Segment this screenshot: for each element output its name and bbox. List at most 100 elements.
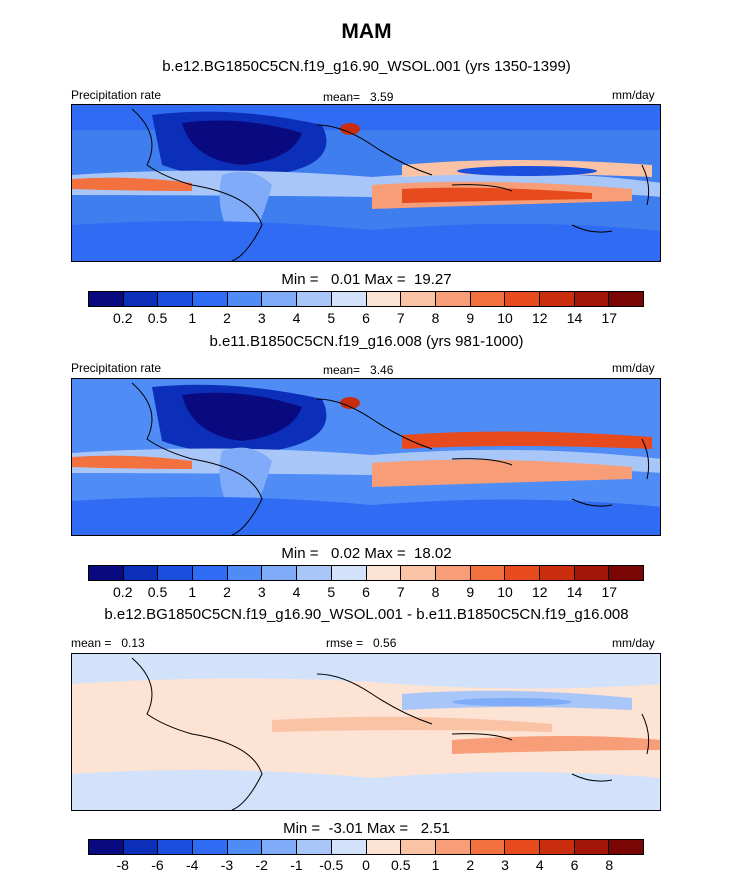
panel-2-min-value: 0.02 [331,545,361,562]
panel-1-mean-value: 3.59 [370,90,394,104]
panel-2-mean-label: mean= 3.46 [323,363,394,377]
panel-3-colorbar-labels: -8 -6 -4 -3 -2 -1 -0.5 0 0.5 1 2 3 4 6 8 [88,857,644,873]
panel-1-colorbar-label: 3 [257,310,266,326]
panel-3-colorbar-label: -6 [151,857,164,873]
panel-1-colorbar-swatch [89,292,124,306]
panel-3-colorbar-label: -1 [290,857,303,873]
panel-2-colorbar-label: 1 [188,584,197,600]
panel-3-colorbar-label: 4 [535,857,544,873]
panel-1-map [71,104,661,262]
panel-1-title: b.e12.BG1850C5CN.f19_g16.90_WSOL.001 (yr… [162,58,571,75]
panel-3-colorbar-swatch [401,840,436,854]
panel-1-colorbar-swatch [539,292,575,306]
panel-3-colorbar-label: -4 [186,857,199,873]
panel-3-map [71,653,661,811]
panel-3-colorbar-swatch [262,840,298,854]
panel-2-colorbar-swatch [505,566,540,580]
panel-1-colorbar-label: 9 [466,310,475,326]
panel-1-colorbar-swatch [470,292,506,306]
panel-2-colorbar-label: 10 [497,584,513,600]
panel-2-colorbar-swatch [297,566,332,580]
panel-2-colorbar-label: 6 [362,584,370,600]
panel-2-colorbar-swatch [227,566,263,580]
panel-2-colorbar-labels: 0.2 0.5 1 2 3 4 5 6 7 8 9 10 12 14 17 [88,584,644,600]
panel-1-colorbar-label: 2 [223,310,231,326]
panel-3-colorbar-swatch [609,840,643,854]
panel-3-colorbar-label: 0 [362,857,370,873]
panel-2-colorbar-swatch [401,566,436,580]
panel-1-colorbar-label: 8 [431,310,440,326]
panel-3-colorbar-swatch [158,840,194,854]
panel-1-max-value: 19.27 [414,271,452,288]
panel-1-colorbar-swatch [193,292,228,306]
panel-1-colorbar-label: 17 [601,310,618,326]
panel-3-minmax: Min = -3.01 Max = 2.51 [283,820,450,837]
panel-1-minmax: Min = 0.01 Max = 19.27 [281,271,452,288]
panel-1-colorbar-label: 5 [327,310,336,326]
panel-3-colorbar-label: 0.5 [391,857,411,873]
panel-2-colorbar-label: 4 [292,584,301,600]
panel-3-colorbar-swatch [89,840,124,854]
panel-2-colorbar-label: 17 [601,584,618,600]
panel-3-colorbar-swatch [505,840,540,854]
panel-3-colorbar [88,839,644,855]
panel-3-colorbar-swatch [227,840,263,854]
panel-2-colorbar-label: 12 [531,584,548,600]
panel-2-colorbar-label: 0.5 [147,584,168,600]
panel-1-colorbar-labels: 0.2 0.5 1 2 3 4 5 6 7 8 9 10 12 14 17 [88,310,644,326]
panel-3-colorbar-label: 1 [431,857,440,873]
panel-2-colorbar-swatch [609,566,643,580]
panel-3-colorbar-label: 8 [605,857,614,873]
panel-1-colorbar-label: 12 [531,310,548,326]
panel-2-colorbar-label: 0.2 [113,584,133,600]
panel-3-colorbar-swatch [470,840,506,854]
panel-3-colorbar-label: -8 [116,857,129,873]
panel-3-map-field [72,654,660,810]
panel-1-colorbar-label: 1 [188,310,197,326]
panel-2-colorbar-swatch [262,566,298,580]
panel-1-colorbar-label: 7 [396,310,405,326]
panel-2-map-field [72,379,660,535]
panel-3-mean-label: mean = 0.13 [71,636,145,650]
panel-2-colorbar-swatch [470,566,506,580]
panel-3-rmse-label: rmse = 0.56 [326,636,397,650]
panel-1-colorbar-swatch [401,292,436,306]
panel-1-left-label: Precipitation rate [71,88,162,102]
panel-3-colorbar-swatch [366,840,402,854]
panel-1-colorbar-label: 4 [292,310,301,326]
panel-3-colorbar-swatch [435,840,471,854]
panel-1-colorbar-swatch [366,292,402,306]
panel-2-colorbar-swatch [193,566,228,580]
panel-2-colorbar-swatch [158,566,194,580]
panel-2-colorbar-label: 7 [396,584,405,600]
panel-2-colorbar-label: 14 [566,584,583,600]
panel-1-map-field [72,105,660,261]
panel-3-colorbar-swatch [331,840,367,854]
panel-1-colorbar-swatch [123,292,159,306]
panel-2-colorbar-swatch [331,566,367,580]
panel-3-title: b.e12.BG1850C5CN.f19_g16.90_WSOL.001 - b… [104,606,629,623]
panel-1-colorbar-swatch [505,292,540,306]
panel-3-min-value: -3.01 [328,820,363,837]
panel-3-colorbar-label: -0.5 [319,857,344,873]
panel-1-min-value: 0.01 [331,271,361,288]
panel-1-colorbar-swatch [158,292,194,306]
panel-1-colorbar-label: 0.2 [113,310,133,326]
panel-1-colorbar-swatch [574,292,610,306]
panel-3-colorbar-swatch [123,840,159,854]
panel-2-colorbar-swatch [89,566,124,580]
panel-1-colorbar-swatch [435,292,471,306]
panel-2-colorbar-swatch [539,566,575,580]
panel-1-units: mm/day [612,88,655,102]
panel-1-colorbar-swatch [297,292,332,306]
panel-3-colorbar-swatch [539,840,575,854]
panel-2-colorbar-label: 8 [431,584,440,600]
panel-2-colorbar-swatch [366,566,402,580]
panel-2-colorbar-swatch [123,566,159,580]
panel-2-units: mm/day [612,361,655,375]
panel-1-colorbar [88,291,644,307]
panel-2-colorbar-label: 5 [327,584,336,600]
panel-2-colorbar [88,565,644,581]
panel-1-colorbar-swatch [262,292,298,306]
panel-3-units: mm/day [612,636,655,650]
